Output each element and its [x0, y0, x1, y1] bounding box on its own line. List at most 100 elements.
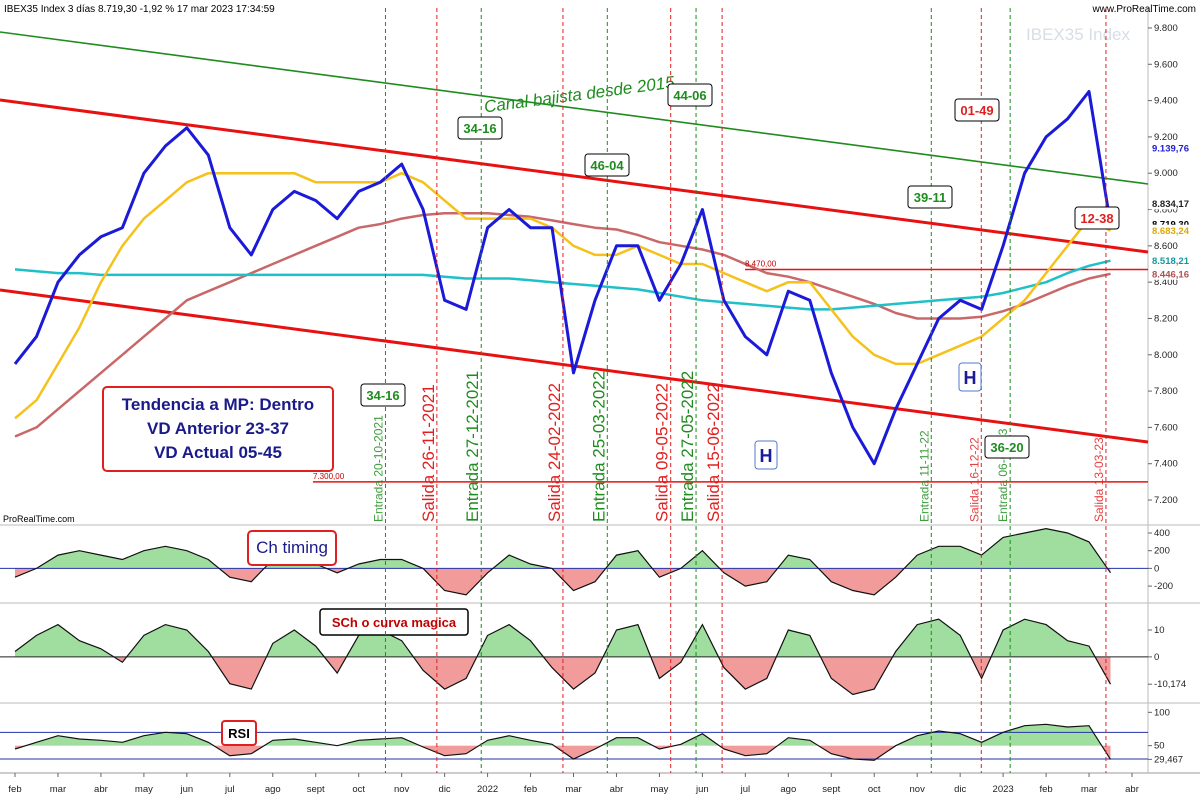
y-tick-label: 7.600: [1154, 422, 1178, 433]
panel-title: Ch timing: [256, 538, 328, 557]
y-tick-label: 8.600: [1154, 241, 1178, 252]
x-tick-label: abr: [610, 784, 624, 795]
x-tick-label: oct: [868, 784, 881, 795]
x-tick-label: sept: [822, 784, 840, 795]
annotation: 36-20: [990, 440, 1023, 455]
note-box: [102, 386, 334, 472]
series-line: [14, 527, 1111, 596]
y-tick-label: 29,467: [1154, 754, 1183, 765]
level-label: 8.470,00: [745, 259, 777, 268]
event-label: Entrada 27-12-2021: [463, 371, 482, 522]
channel-line: [0, 98, 1149, 254]
x-tick-label: nov: [910, 784, 926, 795]
annotation-box: [954, 98, 1000, 122]
price-label: 8.683,24: [1152, 226, 1190, 237]
panel-title-box: [221, 720, 257, 746]
y-tick-label: 10: [1154, 625, 1165, 636]
annotation-box: [584, 153, 630, 177]
y-tick-label: 8.200: [1154, 313, 1178, 324]
annotation: 44-06: [673, 88, 706, 103]
channel-line: [0, 31, 1149, 185]
area-positive: [15, 619, 1096, 657]
x-tick-label: jul: [224, 784, 235, 795]
x-tick-label: ago: [780, 784, 796, 795]
x-tick-label: 2023: [993, 784, 1014, 795]
y-tick-label: 9.800: [1154, 23, 1178, 34]
annotation: 12-38: [1080, 211, 1113, 226]
annotation-box: [907, 185, 953, 209]
y-tick-label: 7.400: [1154, 459, 1178, 470]
annotation-box: [360, 383, 406, 407]
y-tick-label: 400: [1154, 528, 1170, 539]
area-positive: [25, 724, 1102, 746]
annotation-box: [457, 116, 503, 140]
x-tick-label: oct: [352, 784, 365, 795]
annotation-box: [958, 362, 982, 392]
x-tick-label: feb: [8, 784, 21, 795]
price-label-box: [1149, 224, 1197, 237]
x-tick-label: feb: [1039, 784, 1052, 795]
x-tick-label: mar: [565, 784, 581, 795]
event-label: Entrada 25-03-2022: [589, 371, 608, 522]
y-tick-label: 9.200: [1154, 132, 1178, 143]
event-label: Entrada 20-10-2021: [371, 415, 385, 522]
event-label: Salida 16-12-22: [967, 437, 981, 522]
y-tick-label: 200: [1154, 546, 1170, 557]
x-tick-label: dic: [954, 784, 966, 795]
event-label: Salida 09-05-2022: [653, 383, 672, 522]
note-line: VD Actual 05-45: [154, 443, 282, 462]
annotation: H: [760, 446, 773, 466]
x-tick-label: jun: [180, 784, 194, 795]
series-line: [13, 90, 1112, 466]
y-tick-label: 0: [1154, 652, 1159, 663]
annotation: 34-16: [463, 121, 496, 136]
series-line: [14, 211, 1111, 438]
watermark: IBEX35 Index: [1026, 25, 1130, 44]
event-label: Entrada 11-11-22: [917, 430, 931, 522]
y-tick-label: 8.000: [1154, 350, 1178, 361]
panel-title: RSI: [228, 726, 250, 741]
annotation: 01-49: [960, 103, 993, 118]
panel-title: SCh o curva magica: [332, 615, 457, 630]
x-tick-label: may: [135, 784, 153, 795]
event-label: Salida 24-02-2022: [545, 383, 564, 522]
x-tick-label: may: [650, 784, 668, 795]
x-tick-label: mar: [1081, 784, 1097, 795]
series-line: [14, 171, 1112, 420]
price-label-box: [1149, 254, 1197, 267]
x-tick-label: feb: [524, 784, 537, 795]
y-tick-label: -10,174: [1154, 679, 1186, 690]
y-tick-label: 8.800: [1154, 205, 1178, 216]
note-line: Tendencia a MP: Dentro: [122, 395, 314, 414]
annotation: 39-11: [914, 190, 947, 205]
panel-title-box: [247, 530, 337, 566]
x-tick-label: nov: [394, 784, 410, 795]
price-label: 8.834,17: [1152, 199, 1189, 210]
x-tick-label: mar: [50, 784, 66, 795]
site: www.ProRealTime.com: [1091, 4, 1196, 15]
price-label: 8.518,21: [1152, 256, 1190, 267]
header-title: IBEX35 Index 3 días 8.719,30 -1,92 % 17 …: [4, 4, 275, 15]
annotation-box: [754, 440, 778, 470]
series-line: [14, 618, 1112, 696]
area-negative: [15, 745, 1111, 761]
annotation: 46-04: [590, 158, 624, 173]
panel-title-box: [319, 608, 469, 636]
y-tick-label: 7.800: [1154, 386, 1178, 397]
x-tick-label: 2022: [477, 784, 498, 795]
event-label: Salida 13-03-23: [1092, 437, 1106, 522]
price-label-box: [1149, 267, 1197, 280]
annotation: H: [964, 368, 977, 388]
annotation-box: [984, 435, 1030, 459]
y-tick-label: 7.200: [1154, 495, 1178, 506]
x-tick-label: sept: [307, 784, 325, 795]
area-negative: [15, 568, 1111, 595]
y-tick-label: 100: [1154, 707, 1170, 718]
layout: [0, 8, 1200, 774]
event-label: Entrada 27-05-2022: [678, 371, 697, 522]
price-label-box: [1149, 141, 1197, 154]
price-label-box: [1149, 197, 1197, 210]
event-label: Salida 26-11-2021: [419, 384, 438, 522]
y-tick-label: 50: [1154, 741, 1165, 752]
